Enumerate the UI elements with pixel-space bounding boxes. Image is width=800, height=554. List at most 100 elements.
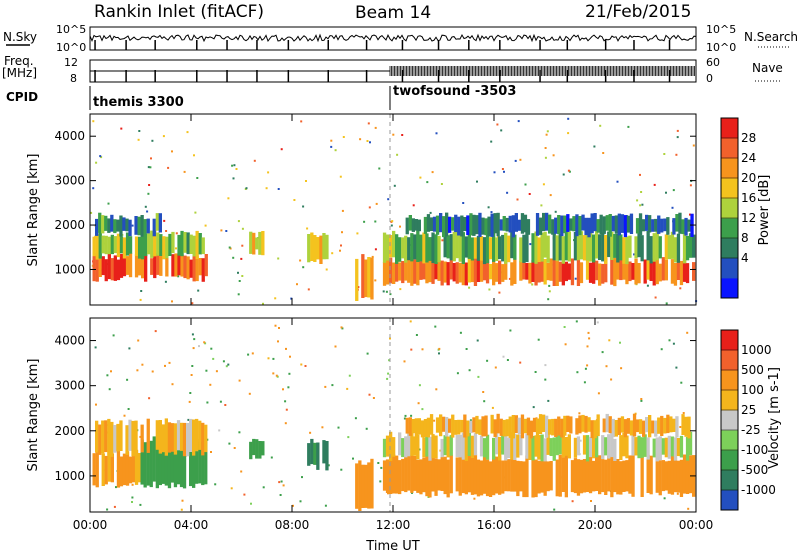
- range-cell: [104, 420, 108, 453]
- range-cell: [446, 262, 450, 286]
- range-cell: [457, 216, 461, 236]
- range-cell: [520, 414, 525, 439]
- range-cell: [195, 439, 199, 484]
- range-cell: [576, 232, 581, 261]
- range-cell: [310, 232, 314, 261]
- range-cell: [451, 414, 455, 438]
- scatter-echo: [220, 229, 223, 232]
- range-cell: [525, 263, 529, 280]
- range-cell: [585, 456, 590, 492]
- scatter-echo: [501, 168, 504, 170]
- range-cell: [584, 217, 588, 236]
- scatter-echo: [348, 374, 351, 377]
- scatter-echo: [654, 296, 657, 299]
- range-cell: [186, 256, 190, 280]
- scatter-echo: [293, 199, 296, 201]
- range-cell: [413, 436, 417, 456]
- range-cell: [598, 455, 602, 495]
- scatter-echo: [347, 436, 350, 439]
- scatter-echo: [519, 158, 522, 161]
- range-cell: [658, 263, 662, 282]
- range-cell: [617, 417, 621, 435]
- range-cell: [437, 459, 441, 491]
- range-cell: [667, 235, 671, 260]
- range-cell: [101, 420, 105, 454]
- scatter-echo: [248, 392, 251, 395]
- range-cell: [517, 417, 521, 435]
- range-cell: [119, 236, 124, 254]
- range-cell: [473, 433, 478, 456]
- range-cell: [519, 237, 523, 263]
- range-cell: [431, 456, 435, 492]
- range-cell: [531, 459, 535, 498]
- range-cell: [414, 219, 418, 231]
- range-cell: [170, 442, 175, 483]
- range-cell: [470, 435, 475, 458]
- scatter-echo: [342, 136, 345, 138]
- range-cell: [364, 259, 368, 298]
- power-data-layer: [90, 117, 698, 305]
- range-cell: [404, 436, 408, 458]
- range-cell: [95, 450, 99, 488]
- range-cell: [628, 261, 632, 282]
- range-cell: [625, 258, 629, 285]
- scatter-echo: [552, 154, 555, 157]
- range-cell: [561, 435, 565, 458]
- cpid-strip: CPID themis 3300 twofsound -3503: [6, 84, 516, 110]
- scatter-echo: [627, 125, 630, 128]
- scatter-echo: [180, 508, 183, 511]
- range-cell: [141, 235, 145, 260]
- scatter-echo: [198, 345, 200, 348]
- scatter-echo: [426, 181, 429, 184]
- range-cell: [667, 435, 671, 459]
- range-cell: [463, 217, 467, 232]
- range-cell: [569, 218, 573, 231]
- nsky-tick-bottom: 10^0: [56, 41, 86, 54]
- scatter-echo: [131, 496, 134, 499]
- scatter-echo: [503, 170, 505, 173]
- scatter-echo: [491, 406, 494, 409]
- range-cell: [183, 232, 187, 253]
- range-cell: [467, 257, 471, 283]
- range-cell: [425, 261, 429, 284]
- scatter-echo: [410, 348, 413, 351]
- range-cell: [164, 437, 168, 486]
- scatter-echo: [92, 187, 95, 190]
- range-cell: [416, 230, 420, 262]
- range-cell: [204, 254, 208, 277]
- range-cell: [101, 215, 105, 234]
- range-cell: [608, 214, 612, 237]
- scatter-echo: [168, 361, 171, 364]
- range-cell: [485, 232, 490, 264]
- range-cell: [643, 259, 647, 284]
- scatter-echo: [106, 374, 109, 377]
- velocity-ylabel: Slant Range [km]: [26, 359, 41, 472]
- range-cell: [595, 260, 599, 281]
- scatter-echo: [241, 244, 244, 247]
- scatter-echo: [389, 293, 392, 296]
- range-cell: [542, 414, 546, 432]
- colorbar-swatch: [721, 470, 738, 491]
- range-cell: [481, 217, 485, 235]
- scatter-echo: [359, 138, 362, 141]
- range-cell: [358, 460, 362, 511]
- y-tick-label: 4000: [54, 129, 85, 143]
- range-cell: [113, 255, 117, 281]
- range-cell: [555, 235, 559, 262]
- range-cell: [413, 259, 417, 284]
- scatter-echo: [144, 205, 147, 208]
- scatter-echo: [547, 399, 550, 402]
- range-cell: [605, 413, 609, 433]
- range-cell: [455, 231, 459, 259]
- range-cell: [502, 419, 506, 437]
- scatter-echo: [641, 203, 644, 206]
- range-cell: [610, 257, 614, 285]
- range-cell: [585, 435, 590, 462]
- scatter-echo: [672, 342, 675, 345]
- range-cell: [198, 441, 202, 484]
- scatter-echo: [237, 271, 239, 274]
- beam-title: Beam 14: [355, 3, 431, 23]
- scatter-echo: [549, 194, 552, 197]
- scatter-echo: [352, 457, 354, 460]
- range-cell: [555, 459, 559, 497]
